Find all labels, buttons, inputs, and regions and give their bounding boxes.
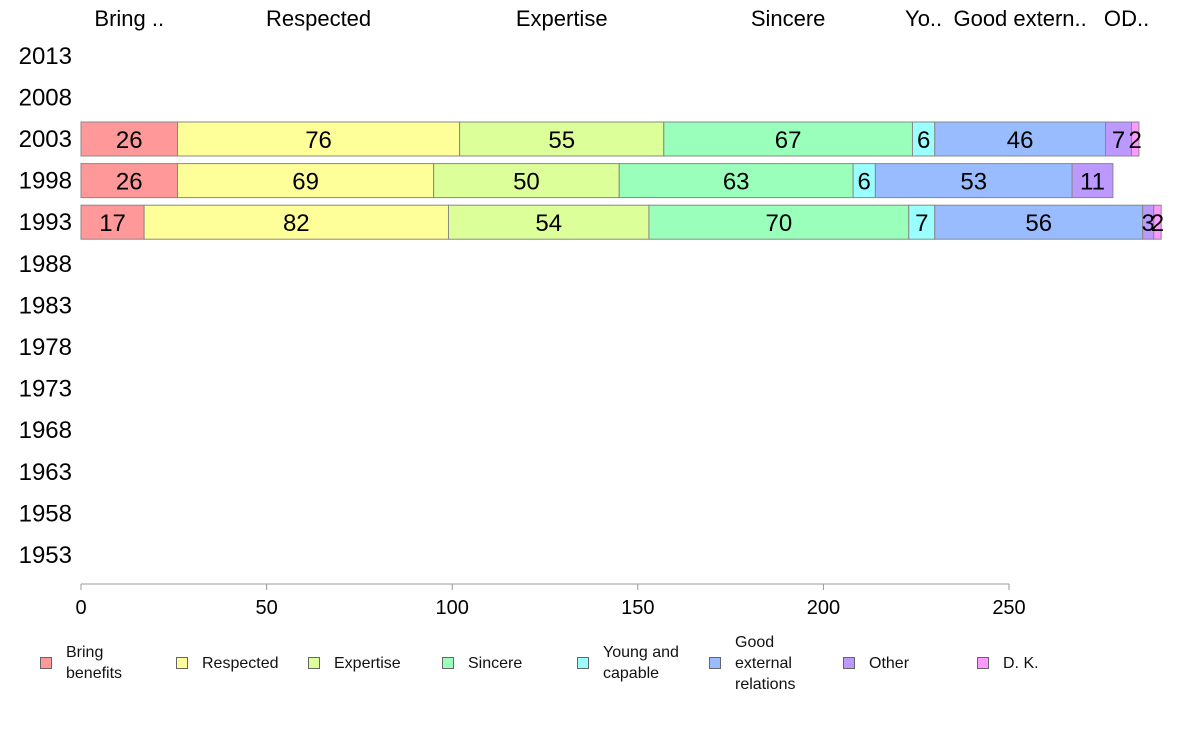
data-label: 50 <box>513 169 540 196</box>
data-label: 55 <box>548 127 575 154</box>
data-label: 17 <box>99 210 126 237</box>
y-tick-label: 1973 <box>19 376 72 403</box>
y-tick-label: 1998 <box>19 168 72 195</box>
legend-item: Young and capable <box>577 628 679 698</box>
top-series-label: O.. <box>1104 6 1133 31</box>
data-label: 7 <box>915 210 928 237</box>
bar-segment <box>459 121 665 157</box>
y-tick-label: 1978 <box>19 334 72 361</box>
y-tick-label: 1988 <box>19 251 72 278</box>
bar-segment <box>143 204 449 240</box>
legend-swatch <box>577 657 589 669</box>
legend-label: Young and capable <box>603 644 679 682</box>
data-label: 63 <box>723 169 750 196</box>
y-tick-label: 1958 <box>19 500 72 527</box>
legend-item: Good external relations <box>709 628 795 698</box>
x-tick-label: 250 <box>992 597 1025 619</box>
bar-segment <box>874 163 1073 199</box>
top-series-label: D.. <box>1121 6 1149 31</box>
y-tick-label: 1953 <box>19 542 72 569</box>
legend-label: Other <box>869 654 910 672</box>
legend-item: D. K. <box>977 628 1039 698</box>
bar-segment <box>1071 163 1114 199</box>
legend-label: Good external relations <box>735 633 796 693</box>
bar-segment <box>447 204 650 240</box>
bar-segment <box>80 204 145 240</box>
legend-swatch <box>176 657 188 669</box>
top-series-label: Expertise <box>516 6 608 31</box>
bar-segment <box>1153 204 1162 240</box>
y-tick-label: 2013 <box>19 43 72 70</box>
y-tick-label: 1963 <box>19 459 72 486</box>
y-tick-label: 1993 <box>19 209 72 236</box>
data-label: 76 <box>305 127 332 154</box>
legend-label: Expertise <box>334 654 401 672</box>
data-label: 67 <box>775 127 802 154</box>
legend-item: Expertise <box>308 628 401 698</box>
data-label: 2 <box>1151 210 1164 237</box>
data-label: 46 <box>1007 127 1034 154</box>
y-tick-label: 1983 <box>19 292 72 319</box>
x-tick-label: 150 <box>621 597 654 619</box>
bar-segment <box>80 121 179 157</box>
data-label: 56 <box>1025 210 1052 237</box>
legend-swatch <box>977 657 989 669</box>
data-label: 69 <box>292 169 319 196</box>
data-label: 7 <box>1112 127 1125 154</box>
legend-swatch <box>40 657 52 669</box>
x-tick-label: 50 <box>255 597 277 619</box>
x-tick-label: 100 <box>436 597 469 619</box>
bar-segment <box>663 121 913 157</box>
bar-segment <box>177 121 461 157</box>
bar-segment <box>80 163 179 199</box>
legend-swatch <box>709 657 721 669</box>
data-label: 82 <box>283 210 310 237</box>
top-series-label: Good extern.. <box>953 6 1086 31</box>
data-label: 11 <box>1080 169 1105 196</box>
x-tick-label: 0 <box>75 597 86 619</box>
legend-swatch <box>442 657 454 669</box>
legend-label: Bring benefits <box>66 644 123 682</box>
top-series-label: Sincere <box>751 6 826 31</box>
legend-item: Respected <box>176 628 279 698</box>
legend-item: Sincere <box>442 628 522 698</box>
bar-segment <box>1130 121 1140 157</box>
top-series-label: Bring .. <box>94 6 164 31</box>
data-label: 70 <box>766 210 793 237</box>
y-tick-label: 2008 <box>19 84 72 111</box>
bar-segment <box>618 163 854 199</box>
bar-segment <box>934 204 1144 240</box>
data-label: 6 <box>858 169 871 196</box>
bar-segment <box>1105 121 1132 157</box>
legend-item: Other <box>843 628 909 698</box>
legend-label: Sincere <box>468 654 523 672</box>
legend: Bring benefits Respected Expertise Sincere Y… <box>0 628 1188 708</box>
data-label: 53 <box>960 169 987 196</box>
bar-segment <box>648 204 910 240</box>
data-label: 54 <box>535 210 562 237</box>
data-label: 26 <box>116 169 143 196</box>
legend-label: Respected <box>202 654 279 672</box>
stacked-bar-chart: Bring .. Respected Expertise Sincere Yo.. Goo… <box>19 6 1165 619</box>
top-series-label: Yo.. <box>905 6 942 31</box>
legend-swatch <box>843 657 855 669</box>
bar-segment <box>934 121 1107 157</box>
x-tick-label: 200 <box>807 597 840 619</box>
data-label: 26 <box>116 127 143 154</box>
legend-item: Bring benefits <box>40 628 122 698</box>
data-label: 3 <box>1142 210 1155 237</box>
y-tick-label: 1968 <box>19 417 72 444</box>
top-series-label: Respected <box>266 6 371 31</box>
data-label: 6 <box>917 127 930 154</box>
data-label: 2 <box>1129 127 1142 154</box>
legend-swatch <box>308 657 320 669</box>
y-tick-label: 2003 <box>19 126 72 153</box>
bar-segment <box>177 163 435 199</box>
legend-label: D. K. <box>1003 654 1039 672</box>
